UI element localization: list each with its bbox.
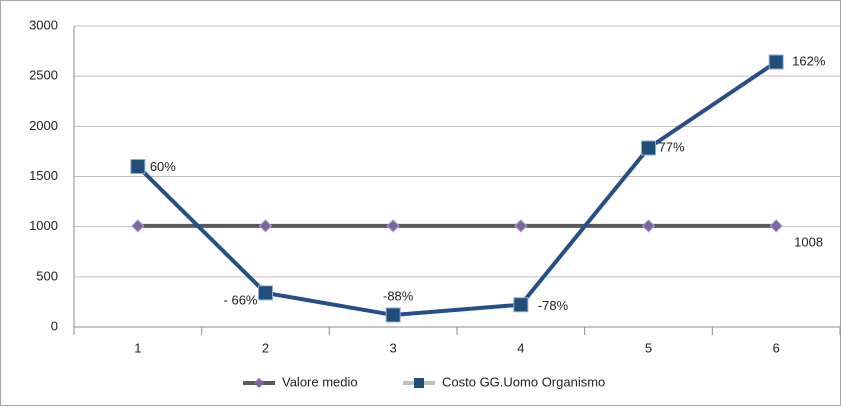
point-marker [386, 219, 400, 233]
point-marker [131, 219, 145, 233]
point-marker [641, 219, 656, 233]
annotation: - 66% [224, 292, 258, 307]
point-marker [769, 219, 783, 233]
legend-label: Costo GG.Uomo Organismo [442, 374, 605, 389]
y-tick-label: 2500 [29, 68, 58, 83]
legend-marker [254, 378, 264, 388]
y-tick-label: 500 [36, 268, 58, 283]
y-tick-label: 1000 [29, 218, 58, 233]
x-tick-label: 2 [262, 340, 269, 355]
point-marker [768, 54, 784, 70]
point-marker [130, 158, 146, 174]
y-tick-label: 1500 [29, 168, 58, 183]
y-tick-label: 2000 [29, 118, 58, 133]
y-tick-label: 0 [51, 318, 58, 333]
point-marker [385, 307, 401, 323]
data-label: 1008 [794, 234, 823, 249]
point-marker [258, 219, 273, 233]
annotation: 162% [792, 53, 826, 68]
x-tick-label: 3 [390, 340, 397, 355]
x-tick-label: 1 [134, 340, 141, 355]
x-tick-label: 4 [517, 340, 524, 355]
series-line [136, 60, 778, 317]
annotation: -78% [538, 298, 569, 313]
annotation: 60% [150, 159, 176, 174]
legend-marker [414, 378, 424, 388]
legend-label: Valore medio [282, 374, 358, 389]
point-marker [513, 297, 529, 313]
point-marker [258, 285, 273, 301]
annotation: 77% [659, 139, 685, 154]
y-tick-label: 3000 [29, 17, 58, 32]
point-marker [641, 140, 656, 156]
point-marker [514, 219, 528, 233]
x-tick-label: 6 [773, 340, 780, 355]
annotation: -88% [383, 288, 414, 303]
x-tick-label: 5 [645, 340, 652, 355]
